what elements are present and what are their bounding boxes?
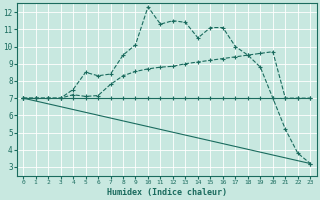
X-axis label: Humidex (Indice chaleur): Humidex (Indice chaleur) bbox=[107, 188, 227, 197]
